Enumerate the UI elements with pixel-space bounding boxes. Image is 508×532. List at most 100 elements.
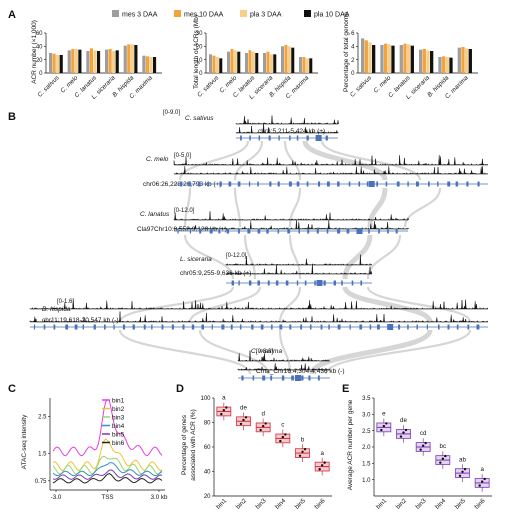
- gene-exon: [300, 324, 303, 330]
- panel-a-legend: mes 3 DAA mes 10 DAA pla 3 DAA pla 10 DA…: [112, 10, 350, 19]
- track-scale-label: [0-8.0]: [256, 349, 273, 355]
- gene-exon: [349, 324, 351, 330]
- gene-exon: [179, 181, 183, 187]
- bar-pla-10-daa: [255, 53, 259, 73]
- synteny-ribbon: [367, 187, 388, 228]
- gene-exon: [151, 324, 153, 330]
- gene-exon-large: [315, 135, 322, 141]
- data-point: [222, 408, 226, 412]
- gene-exon: [291, 375, 294, 381]
- gene-exon: [296, 280, 299, 286]
- significance-letter: ab: [459, 456, 466, 463]
- legend-label-bin2: bin2: [112, 406, 125, 413]
- synteny-ribbon: [342, 234, 373, 280]
- gene-exon: [327, 181, 330, 187]
- bar-pla-10-daa: [468, 49, 472, 73]
- gene-exon: [82, 324, 84, 330]
- track-species-label: C. melo: [146, 156, 169, 163]
- gene-exon: [271, 324, 273, 330]
- gene-exon: [466, 181, 469, 187]
- gene-exon: [281, 375, 285, 381]
- y-tick-label: 2.5: [362, 429, 371, 435]
- bar-pla-3-daa: [56, 55, 60, 73]
- y-tick-label: 80: [204, 421, 211, 427]
- bar-pla-10-daa: [78, 49, 82, 73]
- bar-pla-10-daa: [134, 45, 138, 73]
- gene-exon: [218, 228, 221, 234]
- legend-label-bin4: bin4: [112, 423, 125, 430]
- bar-pla-3-daa: [251, 51, 255, 73]
- gene-exon: [337, 181, 340, 187]
- y-tick-label: 0.75: [35, 479, 47, 485]
- synteny-ribbon: [118, 286, 235, 323]
- synteny-ribbon: [118, 329, 252, 375]
- synteny-ribbon: [366, 286, 472, 323]
- gene-exon: [231, 280, 234, 286]
- panel-a2-ylabel: Total length of ACRs (Mb): [193, 15, 200, 89]
- bar-pla-3-daa: [215, 57, 219, 73]
- gene-exon: [455, 181, 459, 187]
- legend-label-mes10: mes 10 DAA: [184, 12, 224, 19]
- synteny-ribbon: [309, 329, 433, 375]
- data-point: [480, 480, 484, 483]
- track-scale-label: [0-12.0]: [226, 253, 247, 259]
- y-tick-label: 0: [199, 71, 203, 77]
- track-species-label: C. sativus: [185, 115, 214, 122]
- gene-exon: [161, 324, 164, 330]
- bar-mes-10-daa: [284, 45, 288, 73]
- x-category-label: C. sativus: [37, 74, 61, 98]
- significance-letter: de: [400, 417, 407, 424]
- gene-exon: [177, 228, 179, 234]
- bar-pla-10-daa: [219, 58, 223, 73]
- gene-exon: [301, 375, 304, 381]
- gene-exon: [396, 181, 400, 187]
- gene-exon: [477, 181, 480, 187]
- track-species-label: L. siceraria: [180, 256, 212, 263]
- data-point: [402, 431, 405, 434]
- bar-pla-10-daa: [430, 51, 434, 73]
- track-coordinate-label: Cma_Chr16:4,304-4,436 kb (-): [256, 368, 345, 375]
- bar-mes-10-daa: [127, 44, 131, 73]
- gene-exon: [316, 228, 319, 234]
- gene-exon: [325, 135, 328, 141]
- y-tick-label: 20: [204, 494, 211, 500]
- gene-exon: [323, 280, 326, 286]
- panel-e-chart: 1.0 1.5 2.0 2.5 3.0 3.5 e bin1 de bin2 cd bin3 bc bin…: [362, 396, 492, 511]
- line-bin6: [52, 473, 163, 484]
- gene-exon: [317, 375, 320, 381]
- data-point: [461, 470, 464, 474]
- synteny-ribbon: [233, 140, 264, 181]
- atac-signal-track: [237, 350, 330, 362]
- gene-exon-large: [316, 280, 323, 286]
- gene-exon: [221, 324, 225, 330]
- track-coordinate-label: chr11:19,618-20,547 kb (-): [42, 317, 118, 324]
- gene-exon: [262, 375, 266, 381]
- bar-mes-3-daa: [380, 45, 384, 73]
- gene-exon: [171, 324, 174, 330]
- data-point: [458, 474, 462, 477]
- data-point: [318, 468, 321, 471]
- data-point: [404, 428, 408, 432]
- bar-mes-10-daa: [422, 49, 426, 73]
- panel-d-chart: 20 40 60 80 100 a bin1 de bin2 d bin3 c bin4 b bin5 a bi…: [200, 395, 332, 511]
- x-category-label: bin1: [215, 497, 229, 511]
- gene-exon: [269, 181, 272, 187]
- bar-pla-10-daa: [59, 55, 63, 73]
- bar-pla-3-daa: [368, 42, 372, 73]
- legend-label-mes3: mes 3 DAA: [122, 12, 158, 19]
- y-tick-label: 2.0: [362, 445, 371, 451]
- bar-mes-10-daa: [442, 56, 446, 73]
- legend-label-bin6: bin6: [112, 440, 125, 447]
- track-coordinate-label: chr05:9,255-9,636 kb (+): [180, 270, 251, 277]
- data-point: [281, 435, 285, 439]
- track-scale-label: [0-9.0]: [163, 110, 180, 116]
- data-point: [259, 428, 262, 432]
- significance-letter: de: [240, 404, 247, 411]
- gene-exon: [298, 228, 300, 234]
- gene-exon: [287, 228, 291, 234]
- bar-pla-3-daa: [407, 44, 411, 73]
- significance-letter: b: [301, 436, 305, 443]
- data-point: [463, 467, 467, 471]
- gene-exon: [407, 324, 409, 330]
- bar-mes-3-daa: [457, 47, 461, 73]
